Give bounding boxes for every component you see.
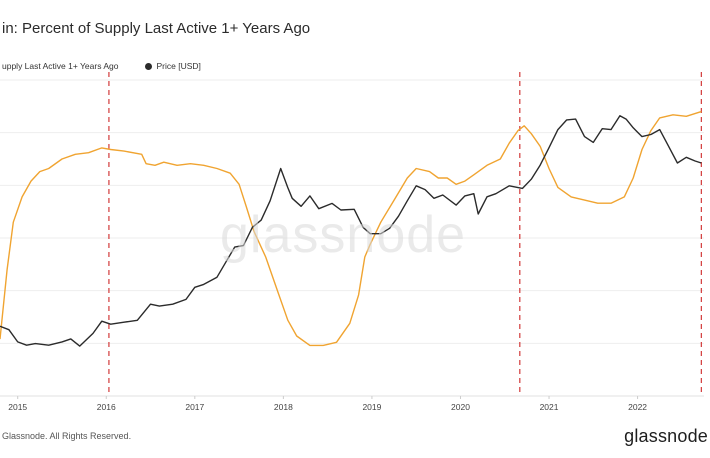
legend-label-price: Price [USD] — [156, 61, 201, 71]
legend-item-price[interactable]: Price [USD] — [144, 61, 201, 71]
legend: upply Last Active 1+ Years Ago Price [US… — [2, 61, 227, 71]
legend-dot-price — [144, 62, 152, 70]
footer-copyright: Glassnode. All Rights Reserved. — [2, 431, 132, 441]
halving-markers — [108, 72, 702, 396]
tick-label-2017: 2017 — [185, 402, 204, 412]
chart-title: in: Percent of Supply Last Active 1+ Yea… — [2, 20, 311, 37]
tick-label-2018: 2018 — [274, 402, 293, 412]
x-axis-ticks: 2015 2016 2017 2018 2019 2020 2021 2022 — [8, 396, 647, 412]
tick-label-2019: 2019 — [362, 402, 381, 412]
tick-label-2016: 2016 — [97, 402, 116, 412]
footer-logo[interactable]: glassnode — [624, 426, 708, 446]
series-lines — [0, 110, 702, 347]
legend-label-supply: upply Last Active 1+ Years Ago — [2, 61, 119, 71]
tick-label-2015: 2015 — [8, 402, 27, 412]
legend-item-supply[interactable]: upply Last Active 1+ Years Ago — [2, 61, 119, 71]
tick-label-2021: 2021 — [540, 402, 559, 412]
tick-label-2020: 2020 — [451, 402, 470, 412]
gridlines — [0, 79, 704, 397]
tick-label-2022: 2022 — [628, 402, 647, 412]
series-line-supply — [0, 110, 702, 347]
series-line-price — [0, 115, 702, 347]
